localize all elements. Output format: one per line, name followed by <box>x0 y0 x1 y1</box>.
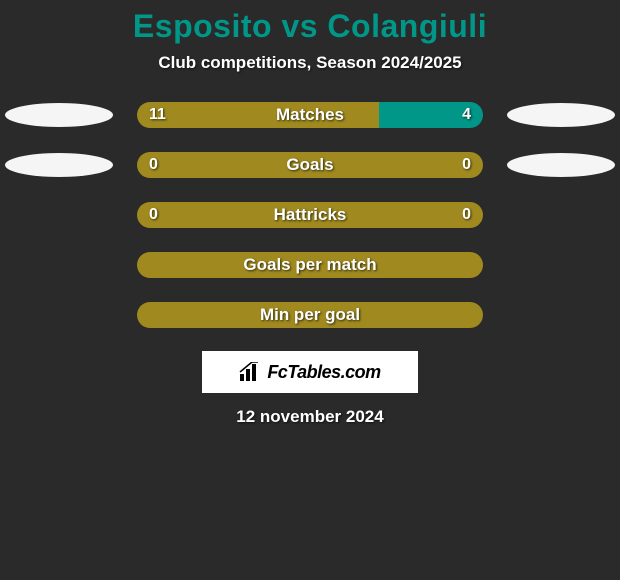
stat-label: Goals per match <box>137 255 483 275</box>
stat-row: Goals per match <box>0 251 620 279</box>
stat-label: Matches <box>137 105 483 125</box>
comparison-infographic: Esposito vs Colangiuli Club competitions… <box>0 0 620 427</box>
stat-row: 0Goals0 <box>0 151 620 179</box>
stat-bar: 0Hattricks0 <box>137 202 483 228</box>
stats-container: 11Matches40Goals00Hattricks0Goals per ma… <box>0 101 620 329</box>
stat-right-value: 0 <box>462 206 471 224</box>
stat-right-value: 0 <box>462 156 471 174</box>
stat-right-value: 4 <box>462 106 471 124</box>
stat-bar: Goals per match <box>137 252 483 278</box>
stat-bar: Min per goal <box>137 302 483 328</box>
chart-icon <box>239 362 261 382</box>
stat-bar: 11Matches4 <box>137 102 483 128</box>
stat-label: Min per goal <box>137 305 483 325</box>
right-ellipse <box>507 103 615 127</box>
stat-label: Hattricks <box>137 205 483 225</box>
left-ellipse <box>5 103 113 127</box>
stat-label: Goals <box>137 155 483 175</box>
stat-row: Min per goal <box>0 301 620 329</box>
source-badge: FcTables.com <box>202 351 418 393</box>
badge-text: FcTables.com <box>267 362 380 383</box>
right-ellipse <box>507 153 615 177</box>
stat-row: 11Matches4 <box>0 101 620 129</box>
date-text: 12 november 2024 <box>0 407 620 427</box>
subtitle: Club competitions, Season 2024/2025 <box>0 53 620 73</box>
stat-row: 0Hattricks0 <box>0 201 620 229</box>
stat-bar: 0Goals0 <box>137 152 483 178</box>
left-ellipse <box>5 153 113 177</box>
page-title: Esposito vs Colangiuli <box>0 8 620 45</box>
